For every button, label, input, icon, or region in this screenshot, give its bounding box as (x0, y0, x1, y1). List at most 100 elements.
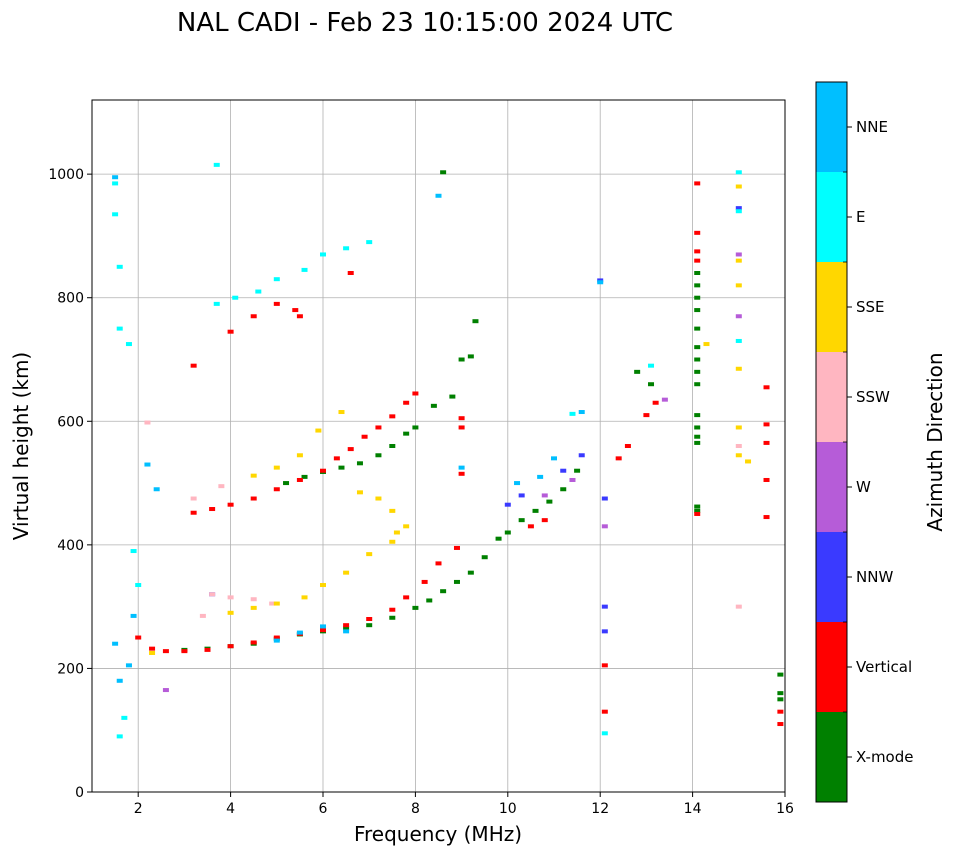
point-nne (551, 456, 557, 461)
y-tick-label: 400 (57, 538, 84, 554)
point-vertical (694, 249, 701, 254)
point-vertical (227, 502, 234, 507)
point-vertical (162, 649, 169, 654)
point-nne (597, 280, 604, 285)
point-vertical (694, 511, 701, 516)
point-sse (375, 496, 382, 501)
point-nnw (504, 502, 511, 507)
y-tick-label: 600 (57, 414, 84, 430)
point-e (232, 295, 239, 300)
point-sse (389, 508, 396, 513)
x-axis-label: Frequency (MHz) (354, 822, 522, 846)
point-x-mode (472, 319, 479, 324)
point-nne (296, 630, 303, 635)
point-vertical (250, 640, 257, 645)
point-ssw (227, 595, 234, 600)
point-sse (301, 595, 308, 600)
point-x-mode (481, 555, 488, 560)
point-vertical (652, 400, 659, 405)
point-nne (144, 462, 151, 467)
point-vertical (320, 628, 326, 633)
point-x-mode (412, 605, 419, 610)
point-vertical (601, 663, 608, 668)
point-x-mode (426, 598, 433, 603)
point-sse (389, 539, 396, 544)
point-sse (403, 524, 410, 529)
point-e (213, 162, 220, 167)
colorbar-tick-label: NNE (856, 118, 888, 136)
colorbar-swatch-nnw (816, 532, 847, 622)
point-e (735, 338, 742, 343)
point-e (121, 715, 128, 720)
point-x-mode (694, 295, 701, 300)
x-axis-ticks: 2 4 6 8 10 12 14 16 (134, 792, 794, 817)
point-vertical (763, 477, 770, 482)
point-vertical (763, 422, 770, 427)
point-x-mode (694, 369, 701, 374)
point-ssw (144, 420, 151, 425)
point-nne (112, 641, 119, 646)
point-vertical (389, 414, 396, 419)
point-ssw (199, 613, 206, 618)
point-x-mode (458, 357, 465, 362)
point-nne (578, 410, 585, 415)
point-nne (343, 629, 350, 634)
point-vertical (458, 471, 465, 476)
point-sse (296, 453, 303, 458)
point-vertical (296, 477, 303, 482)
point-w (569, 477, 576, 482)
point-x-mode (449, 394, 456, 399)
point-vertical (421, 579, 428, 584)
point-e (255, 289, 262, 294)
point-e (601, 731, 608, 736)
point-vertical (366, 617, 373, 621)
y-axis-label: Virtual height (km) (9, 352, 33, 541)
point-e (735, 209, 742, 214)
point-e (112, 181, 119, 186)
point-sse (735, 425, 742, 430)
x-tick-label: 10 (499, 801, 517, 817)
point-vertical (250, 314, 257, 319)
point-x-mode (356, 461, 363, 466)
point-ssw (250, 597, 257, 602)
point-nnw (735, 206, 742, 211)
point-x-mode (440, 589, 447, 594)
point-x-mode (467, 570, 474, 575)
point-x-mode (467, 354, 474, 359)
point-x-mode (430, 403, 437, 408)
point-sse (250, 605, 257, 610)
point-ssw (209, 592, 216, 597)
point-e (648, 363, 655, 368)
point-vertical (181, 649, 188, 654)
point-sse (320, 583, 326, 588)
point-vertical (527, 524, 534, 529)
point-nne (130, 613, 137, 618)
point-nne (273, 638, 280, 643)
point-sse (149, 650, 156, 655)
point-x-mode (518, 518, 525, 523)
point-vertical (541, 518, 548, 523)
point-x-mode (694, 308, 701, 313)
point-vertical (190, 363, 197, 368)
point-sse (273, 601, 280, 606)
point-vertical (204, 647, 211, 652)
point-vertical (296, 314, 303, 319)
point-vertical (190, 510, 197, 515)
point-vertical (643, 413, 650, 418)
point-vertical (453, 545, 460, 550)
point-x-mode (574, 468, 581, 473)
point-sse (338, 410, 345, 415)
point-x-mode (694, 508, 701, 513)
colorbar-tick-label: Vertical (856, 658, 912, 676)
colorbar-swatch-sse (816, 262, 847, 352)
point-x-mode (453, 579, 460, 584)
point-e (116, 264, 123, 269)
colorbar-swatch-x-mode (816, 712, 847, 802)
point-vertical (227, 329, 234, 334)
point-e (320, 252, 326, 257)
point-sse (315, 428, 322, 433)
chart-title: NAL CADI - Feb 23 10:15:00 2024 UTC (177, 8, 673, 38)
point-e (735, 170, 742, 175)
point-vertical (343, 623, 350, 628)
